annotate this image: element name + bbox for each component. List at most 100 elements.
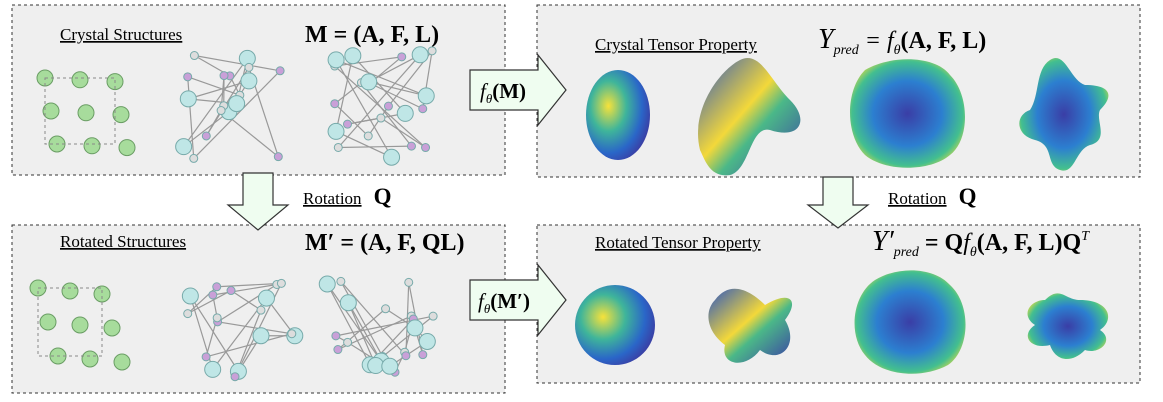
atom	[219, 71, 229, 81]
bond	[380, 117, 426, 149]
atom	[343, 337, 353, 347]
atom	[418, 104, 428, 114]
atom	[83, 137, 101, 155]
formula-part: M′	[305, 230, 334, 256]
tensor-shape	[586, 70, 650, 160]
formula-part: Y′	[872, 226, 895, 257]
map-label: fθ(M)	[480, 79, 526, 106]
atom	[93, 285, 111, 303]
bond	[334, 56, 402, 67]
atom	[201, 352, 211, 362]
bond	[205, 333, 292, 358]
map-part: (M′)	[490, 289, 530, 313]
atom	[61, 282, 79, 300]
atom	[39, 313, 57, 331]
panel-title: Rotated Structures	[60, 232, 186, 251]
bond	[335, 55, 354, 132]
atom	[339, 294, 357, 312]
formula-part: M	[305, 22, 328, 48]
atom	[381, 357, 399, 375]
map-part: θ	[484, 301, 491, 316]
formula-part: (A, F, L)	[901, 28, 987, 54]
structures	[29, 46, 438, 382]
atom	[376, 113, 386, 123]
atom	[189, 153, 199, 163]
atom	[244, 62, 254, 72]
atom	[226, 286, 236, 296]
atom	[418, 332, 436, 350]
bond	[217, 321, 292, 335]
tensor-shape	[698, 58, 801, 176]
bond	[183, 111, 230, 148]
atom	[327, 51, 345, 69]
atom	[417, 87, 435, 105]
formula-part: θ	[970, 245, 977, 260]
formula-part: = (A, F, QL)	[334, 230, 464, 256]
formula: Y′pred = Qfθ(A, F, L)QT	[872, 226, 1090, 260]
formula-part: T	[1081, 229, 1090, 244]
formula: M = (A, F, L)	[305, 22, 439, 48]
atom	[411, 46, 429, 64]
atom	[208, 290, 218, 300]
bond	[335, 130, 392, 158]
formula-part: = (A, F, L)	[328, 22, 439, 48]
atom	[42, 102, 60, 120]
atom	[183, 309, 193, 319]
atom	[275, 66, 285, 76]
atom	[318, 275, 336, 293]
atom	[367, 357, 385, 375]
right-arrow	[469, 263, 567, 337]
bond	[188, 80, 250, 100]
bond	[44, 77, 116, 145]
down-arrow	[226, 172, 290, 231]
atom	[212, 313, 222, 323]
formula-part: Y	[818, 24, 837, 55]
atom	[252, 327, 270, 345]
atom	[216, 106, 226, 116]
atom	[401, 351, 411, 361]
atom	[406, 141, 416, 151]
atom	[342, 119, 352, 129]
atom	[103, 319, 121, 337]
bond	[335, 59, 427, 97]
rotation-symbol: Q	[374, 184, 392, 209]
atom	[421, 143, 431, 153]
atom	[383, 148, 401, 166]
atom	[240, 72, 258, 90]
bond	[347, 302, 377, 366]
atom	[175, 138, 193, 156]
bond	[340, 281, 384, 357]
atom	[257, 289, 275, 307]
atom	[397, 52, 407, 62]
atom	[381, 304, 391, 314]
atom	[204, 360, 222, 378]
rotation-symbol: Q	[959, 184, 977, 209]
atom	[406, 319, 424, 337]
formula: Ypred = fθ(A, F, L)	[818, 24, 986, 58]
atom	[113, 353, 131, 371]
map-part: θ	[486, 91, 493, 106]
atom	[228, 95, 246, 113]
formula-part: pred	[833, 43, 860, 58]
rotation-label: Rotation Q	[888, 184, 976, 209]
bond	[37, 287, 103, 357]
tensor-shape	[850, 59, 965, 168]
tensor-shape	[708, 288, 793, 363]
atom	[71, 316, 89, 334]
bond	[326, 283, 371, 366]
atom	[183, 72, 193, 82]
atom	[201, 131, 211, 141]
atom	[331, 331, 341, 341]
atom	[327, 122, 345, 140]
bond	[216, 282, 282, 288]
atom	[363, 131, 373, 141]
atom	[230, 372, 240, 382]
right-arrow	[469, 53, 567, 127]
atom	[276, 278, 286, 288]
tensor-shape	[1027, 293, 1109, 360]
panel-title: Rotated Tensor Property	[595, 233, 761, 252]
atom	[77, 104, 95, 122]
bond	[183, 58, 248, 148]
rotation-label: Rotation Q	[303, 184, 391, 209]
formula-part: = Q	[919, 230, 963, 256]
